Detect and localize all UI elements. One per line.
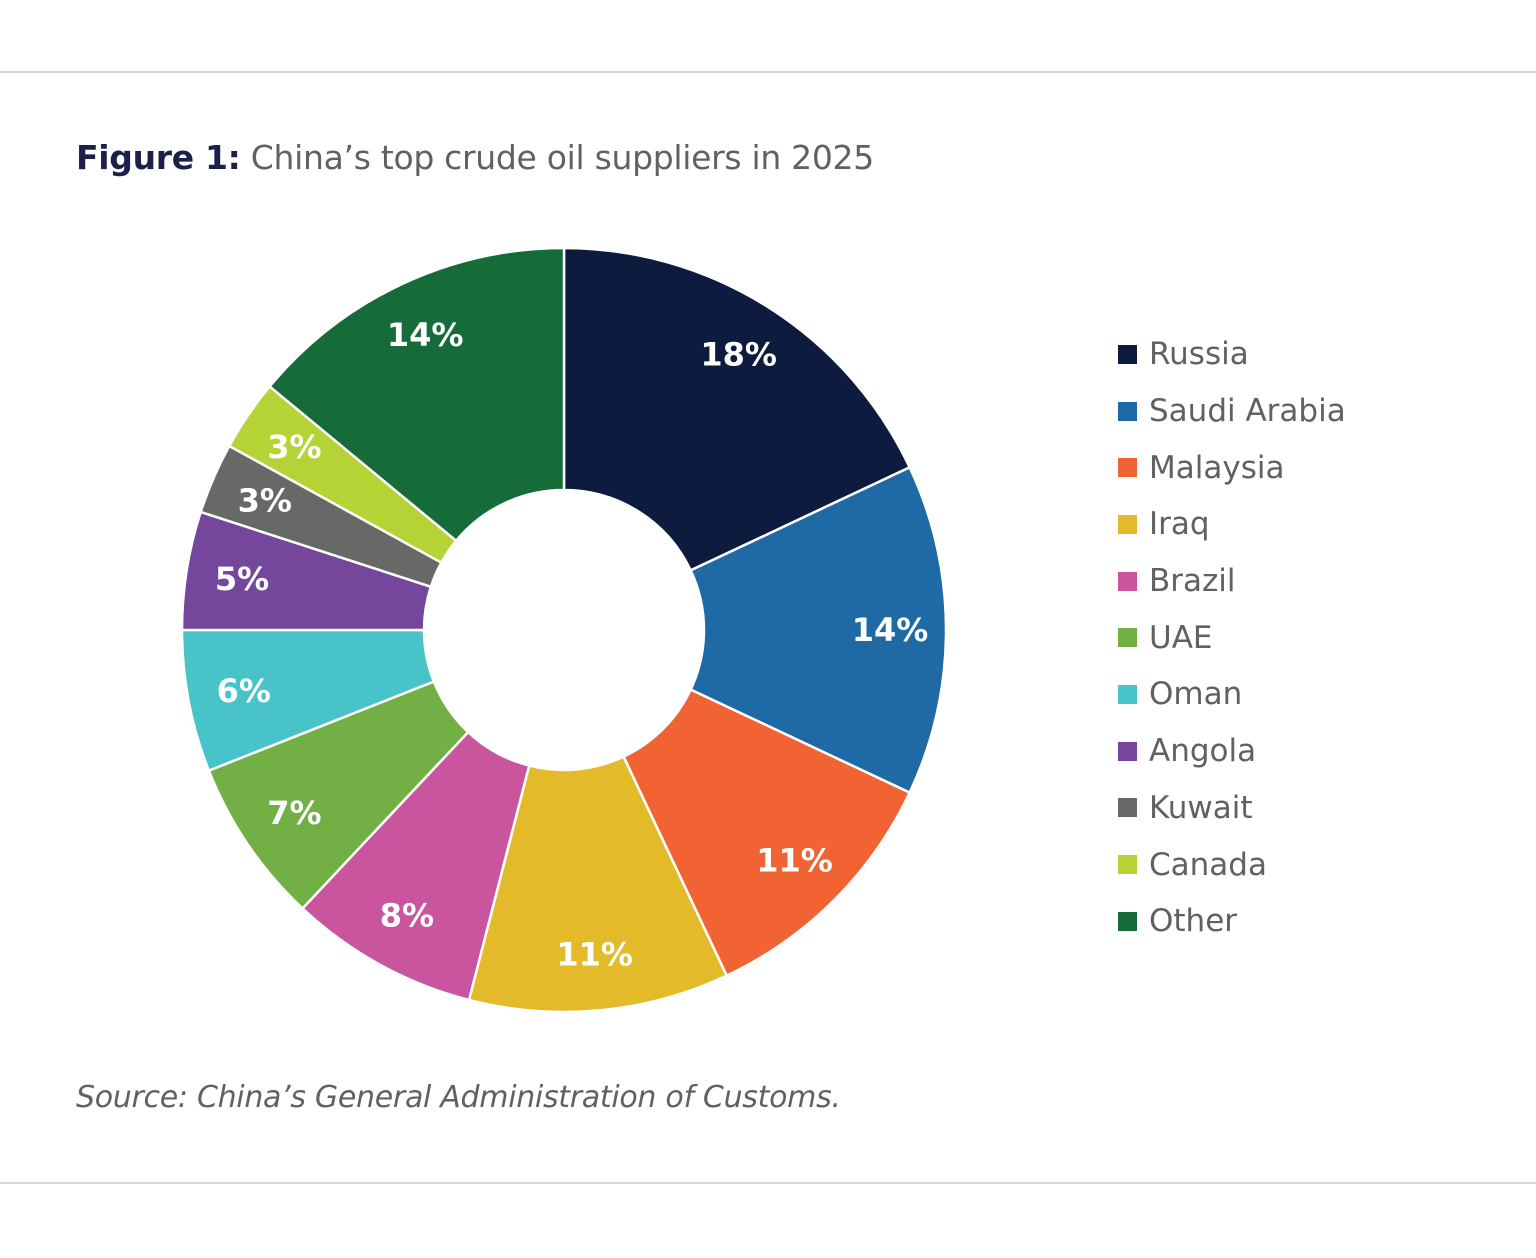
legend-item: Iraq: [1118, 496, 1346, 553]
slice-malaysia: [621, 687, 912, 978]
title-text: China’s top crude oil suppliers in 2025: [250, 138, 874, 177]
chart-title: Figure 1: China’s top crude oil supplier…: [76, 138, 874, 177]
data-label: 14%: [852, 611, 929, 649]
legend-item: Other: [1118, 893, 1346, 950]
legend-item: Kuwait: [1118, 780, 1346, 837]
data-label: 8%: [380, 897, 434, 935]
legend-label: Other: [1149, 903, 1238, 940]
legend-item: Oman: [1118, 666, 1346, 723]
legend-swatch: [1118, 401, 1137, 421]
data-label: 3%: [267, 428, 321, 466]
slice-saudi-arabia: [689, 465, 948, 795]
legend-label: Russia: [1149, 336, 1249, 373]
bottom-divider: [0, 1182, 1536, 1184]
legend-item: Malaysia: [1118, 439, 1346, 496]
legend-swatch: [1118, 741, 1137, 761]
legend-swatch: [1118, 855, 1137, 875]
legend-label: Iraq: [1149, 506, 1210, 543]
data-label: 7%: [267, 794, 321, 832]
legend-item: Canada: [1118, 836, 1346, 893]
legend-swatch: [1118, 571, 1137, 591]
legend-label: Oman: [1149, 676, 1243, 713]
legend-item: Russia: [1118, 326, 1346, 383]
slice-russia: [562, 246, 912, 573]
figure-number: Figure 1:: [76, 138, 241, 177]
slice-iraq: [467, 755, 729, 1014]
top-divider: [0, 71, 1536, 73]
legend-item: Angola: [1118, 723, 1346, 780]
legend-label: UAE: [1149, 619, 1213, 656]
legend-swatch: [1118, 458, 1137, 478]
legend-label: Saudi Arabia: [1149, 393, 1346, 430]
legend-item: Saudi Arabia: [1118, 383, 1346, 440]
legend-swatch: [1118, 798, 1137, 818]
legend-swatch: [1118, 911, 1137, 931]
legend-swatch: [1118, 684, 1137, 704]
data-label: 5%: [215, 560, 269, 598]
data-label: 14%: [387, 316, 464, 354]
legend-label: Malaysia: [1149, 449, 1285, 486]
source-note: Source: China’s General Administration o…: [76, 1080, 841, 1115]
legend-item: UAE: [1118, 609, 1346, 666]
data-label: 11%: [556, 936, 633, 974]
data-label: 18%: [700, 336, 777, 374]
legend-item: Brazil: [1118, 553, 1346, 610]
legend-label: Canada: [1149, 846, 1267, 883]
data-label: 11%: [756, 842, 833, 880]
legend-label: Kuwait: [1149, 789, 1253, 826]
data-label: 6%: [217, 672, 271, 710]
legend: Russia Saudi Arabia Malaysia Iraq Brazil UAE O…: [1118, 326, 1346, 950]
slice-other: [267, 246, 566, 543]
legend-swatch: [1118, 344, 1137, 364]
data-label: 3%: [238, 482, 292, 520]
legend-label: Angola: [1149, 733, 1257, 770]
legend-label: Brazil: [1149, 563, 1236, 600]
legend-swatch: [1118, 514, 1137, 534]
legend-swatch: [1118, 628, 1137, 648]
